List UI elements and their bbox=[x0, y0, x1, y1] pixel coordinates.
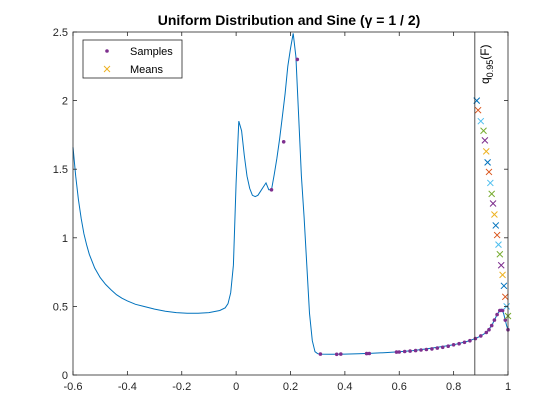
mean-marker-stroke bbox=[500, 282, 508, 290]
mean-marker-stroke bbox=[480, 127, 487, 135]
mean-marker-stroke bbox=[484, 158, 491, 166]
sample-point bbox=[397, 350, 402, 354]
x-tick-label: 0.8 bbox=[446, 381, 461, 393]
x-tick-label: 0 bbox=[233, 381, 239, 393]
sample-point bbox=[440, 345, 445, 350]
sample-point bbox=[473, 336, 478, 341]
mean-marker bbox=[474, 106, 482, 114]
y-tick-label: 2 bbox=[62, 96, 68, 108]
mean-marker bbox=[482, 148, 490, 155]
sample-point bbox=[462, 340, 467, 345]
mean-marker bbox=[477, 117, 485, 125]
legend-means-marker bbox=[103, 65, 111, 73]
sample-point bbox=[318, 352, 323, 356]
mean-marker-stroke bbox=[488, 190, 496, 198]
legend-samples-label: Samples bbox=[130, 46, 173, 58]
mean-marker bbox=[496, 250, 504, 258]
sample-point bbox=[498, 308, 502, 313]
mean-marker-stroke bbox=[474, 106, 482, 114]
mean-marker-stroke bbox=[492, 222, 500, 229]
mean-marker bbox=[499, 271, 506, 279]
mean-marker-stroke bbox=[499, 271, 506, 279]
sample-point bbox=[495, 312, 499, 317]
mean-marker bbox=[481, 137, 489, 144]
vline-layer: q0.95(F) bbox=[474, 32, 495, 375]
sample-point bbox=[500, 308, 505, 313]
mean-marker bbox=[493, 231, 501, 239]
sample-point bbox=[364, 351, 369, 356]
mean-marker bbox=[485, 168, 493, 176]
sample-point bbox=[484, 330, 489, 335]
sample-point bbox=[295, 57, 300, 62]
samples-layer bbox=[269, 57, 510, 357]
plot-area bbox=[73, 32, 508, 375]
x-tick-label: -0.2 bbox=[172, 381, 191, 393]
mean-marker-stroke bbox=[489, 200, 497, 207]
sample-point bbox=[435, 346, 440, 350]
mean-marker bbox=[500, 282, 508, 290]
x-tick-label: -0.6 bbox=[64, 381, 83, 393]
sample-point bbox=[413, 348, 418, 353]
sample-point bbox=[451, 343, 456, 347]
sample-point bbox=[402, 349, 407, 354]
sample-point bbox=[269, 188, 274, 192]
mean-marker bbox=[486, 179, 494, 187]
sample-point bbox=[367, 351, 372, 356]
mean-marker bbox=[492, 222, 500, 229]
mean-marker bbox=[501, 293, 509, 301]
mean-marker-stroke bbox=[493, 231, 501, 239]
mean-marker-stroke bbox=[486, 179, 494, 187]
sample-point bbox=[468, 338, 472, 343]
mean-marker bbox=[497, 261, 505, 269]
x-tick-label: 0.2 bbox=[283, 381, 298, 393]
sample-point bbox=[408, 349, 412, 353]
mean-marker-stroke bbox=[482, 148, 490, 155]
mean-marker-stroke bbox=[481, 137, 489, 144]
mean-marker-stroke bbox=[491, 211, 498, 218]
x-tick-label: 1 bbox=[505, 381, 511, 393]
sample-point bbox=[394, 350, 399, 354]
x-tick-label: -0.4 bbox=[118, 381, 137, 393]
mean-marker-stroke bbox=[495, 241, 502, 249]
mean-marker bbox=[495, 241, 502, 249]
sample-point bbox=[424, 347, 429, 352]
sample-point bbox=[419, 348, 423, 352]
y-tick-label: 2.5 bbox=[53, 27, 68, 39]
sample-point bbox=[281, 140, 286, 144]
axes-layer: -0.6 -0.4 -0.2 0 0.2 0.4 0.6 0.8 1 0 0.5 1 1.5 2 2.5 bbox=[53, 27, 511, 393]
legend-box bbox=[82, 39, 183, 79]
sample-point bbox=[457, 341, 461, 346]
mean-marker bbox=[484, 158, 491, 166]
sample-point bbox=[503, 318, 508, 322]
legend-means-label: Means bbox=[130, 64, 164, 76]
mean-marker-stroke bbox=[501, 293, 509, 301]
chart-title: Uniform Distribution and Sine (γ = 1 / 2… bbox=[158, 12, 421, 28]
quantile-label: q0.95(F) bbox=[478, 44, 495, 84]
y-tick-label: 0 bbox=[62, 370, 68, 382]
mean-marker-stroke bbox=[497, 261, 505, 269]
sample-point bbox=[446, 344, 451, 349]
y-tick-label: 0.5 bbox=[53, 301, 68, 313]
mean-marker bbox=[488, 190, 496, 198]
mean-marker-stroke bbox=[496, 250, 504, 258]
legend-samples-marker bbox=[105, 49, 109, 53]
mean-marker bbox=[480, 127, 487, 135]
sample-point bbox=[492, 318, 497, 322]
sample-point bbox=[487, 327, 491, 332]
legend: Samples Means bbox=[82, 39, 183, 79]
mean-marker bbox=[489, 200, 497, 207]
y-tick-label: 1.5 bbox=[53, 164, 68, 176]
mean-marker-stroke bbox=[485, 168, 493, 176]
sample-point bbox=[489, 323, 494, 328]
mean-marker-stroke bbox=[477, 117, 485, 125]
x-tick-label: 0.4 bbox=[337, 381, 352, 393]
x-tick-label: 0.6 bbox=[392, 381, 407, 393]
sample-point bbox=[479, 334, 483, 338]
sample-point bbox=[430, 347, 434, 351]
sample-point bbox=[334, 352, 339, 357]
y-tick-label: 1 bbox=[62, 233, 68, 245]
mean-marker bbox=[491, 211, 498, 218]
sample-point bbox=[339, 352, 343, 356]
